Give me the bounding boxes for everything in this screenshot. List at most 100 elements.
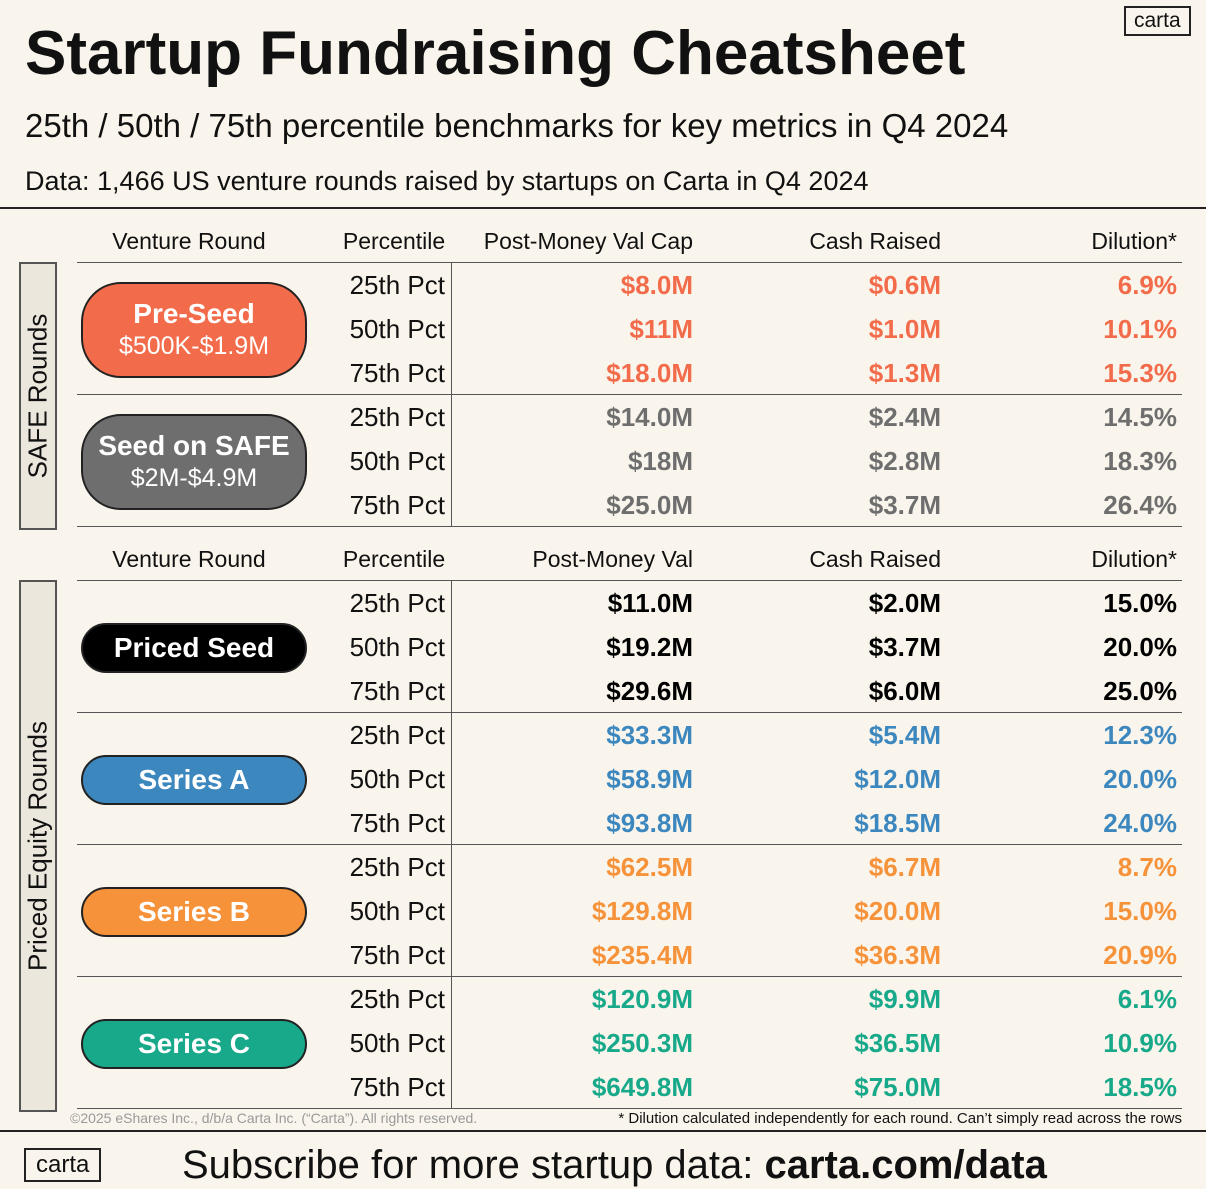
section-box: SAFE Rounds: [19, 262, 57, 530]
percentile: 25th Pct: [349, 270, 445, 300]
percentile: 75th Pct: [349, 490, 445, 520]
section-label: Priced Equity Rounds: [22, 720, 53, 972]
value: $1.0M: [868, 314, 941, 344]
title: Startup Fundraising Cheatsheet: [25, 19, 966, 88]
header-rule: [77, 262, 1182, 263]
cta-text: Subscribe for more startup data:: [182, 1143, 765, 1187]
round-pill: Pre-Seed $500K-$1.9M: [81, 282, 307, 378]
value: $58.9M: [606, 764, 693, 794]
percentile: 50th Pct: [349, 764, 445, 794]
value: $25.0M: [606, 490, 693, 520]
value: 20.0%: [1103, 632, 1177, 662]
round-pill: Seed on SAFE $2M-$4.9M: [81, 414, 307, 510]
value: $12.0M: [854, 764, 941, 794]
round-name: Pre-Seed: [133, 298, 255, 329]
value: $2.8M: [868, 446, 941, 476]
value: 15.0%: [1103, 896, 1177, 926]
value: $36.5M: [854, 1028, 941, 1058]
value: $235.4M: [591, 940, 693, 970]
footer-logo: carta: [24, 1148, 102, 1182]
round-rule: [77, 712, 1182, 713]
value: $3.7M: [868, 490, 941, 520]
round-name: Series A: [138, 764, 250, 795]
round-rule: [77, 976, 1182, 977]
percentile: 75th Pct: [349, 358, 445, 388]
value: $2.0M: [868, 588, 941, 618]
value: $11M: [629, 314, 693, 344]
round-pill: Priced Seed: [81, 623, 307, 673]
round-pill: Series B: [81, 887, 307, 937]
value: $29.6M: [606, 676, 693, 706]
value: 24.0%: [1103, 808, 1177, 838]
value: 15.0%: [1103, 588, 1177, 618]
column-header: Venture Round: [112, 228, 266, 254]
value: $11.0M: [607, 588, 693, 618]
value: 8.7%: [1117, 852, 1177, 882]
column-header: Percentile: [342, 546, 446, 572]
value: $93.8M: [606, 808, 693, 838]
value: $18.5M: [854, 808, 941, 838]
value: 12.3%: [1103, 720, 1177, 750]
percentile: 75th Pct: [349, 940, 445, 970]
value: $8.0M: [620, 270, 693, 300]
value: $14.0M: [606, 402, 693, 432]
value: $19.2M: [606, 632, 693, 662]
value: $120.9M: [591, 984, 693, 1014]
value: $250.3M: [591, 1028, 693, 1058]
logo: carta: [1124, 6, 1191, 36]
value: 18.3%: [1103, 446, 1177, 476]
percentile: 25th Pct: [349, 984, 445, 1014]
cta: Subscribe for more startup data: carta.c…: [182, 1143, 1047, 1188]
footnote: * Dilution calculated independently for …: [618, 1110, 1182, 1127]
column-header: Percentile: [342, 228, 446, 254]
percentile: 25th Pct: [349, 402, 445, 432]
source: Data: 1,466 US venture rounds raised by …: [25, 166, 869, 196]
percentile: 75th Pct: [349, 808, 445, 838]
round-rule: [77, 844, 1182, 845]
value: $9.9M: [868, 984, 941, 1014]
round-name: Seed on SAFE: [98, 430, 290, 461]
round-range: $2M-$4.9M: [130, 464, 258, 492]
percentile: 50th Pct: [349, 1028, 445, 1058]
percentile: 50th Pct: [349, 632, 445, 662]
value: 18.5%: [1103, 1072, 1177, 1102]
value: 10.9%: [1103, 1028, 1177, 1058]
round-rule: [77, 394, 1182, 395]
percentile: 75th Pct: [349, 1072, 445, 1102]
value: $18M: [627, 446, 693, 476]
value: 6.1%: [1117, 984, 1177, 1014]
percentile: 25th Pct: [349, 852, 445, 882]
round-range: $500K-$1.9M: [118, 332, 270, 360]
value: $6.0M: [868, 676, 941, 706]
value: $62.5M: [606, 852, 693, 882]
value: 10.1%: [1103, 314, 1177, 344]
percentile: 25th Pct: [349, 588, 445, 618]
column-header: Cash Raised: [809, 228, 941, 254]
percentile: 50th Pct: [349, 896, 445, 926]
percentile: 50th Pct: [349, 446, 445, 476]
column-header: Cash Raised: [809, 546, 941, 572]
value: 25.0%: [1103, 676, 1177, 706]
value: $33.3M: [606, 720, 693, 750]
cta-link: carta.com/data: [764, 1143, 1047, 1187]
round-rule: [77, 526, 1182, 527]
value: $18.0M: [606, 358, 693, 388]
value: $6.7M: [868, 852, 941, 882]
value: 15.3%: [1103, 358, 1177, 388]
value: $0.6M: [868, 270, 941, 300]
column-header: Post-Money Val: [532, 546, 693, 572]
percentile: 50th Pct: [349, 314, 445, 344]
value: $36.3M: [854, 940, 941, 970]
section-label: SAFE Rounds: [22, 313, 53, 479]
value: $2.4M: [868, 402, 941, 432]
value: $75.0M: [854, 1072, 941, 1102]
round-pill: Series C: [81, 1019, 307, 1069]
value: $649.8M: [591, 1072, 693, 1102]
column-header: Dilution*: [1091, 546, 1177, 572]
value: $20.0M: [854, 896, 941, 926]
round-name: Priced Seed: [113, 632, 275, 663]
round-rule: [77, 1108, 1182, 1109]
divider: [0, 1130, 1206, 1132]
divider: [0, 207, 1206, 209]
